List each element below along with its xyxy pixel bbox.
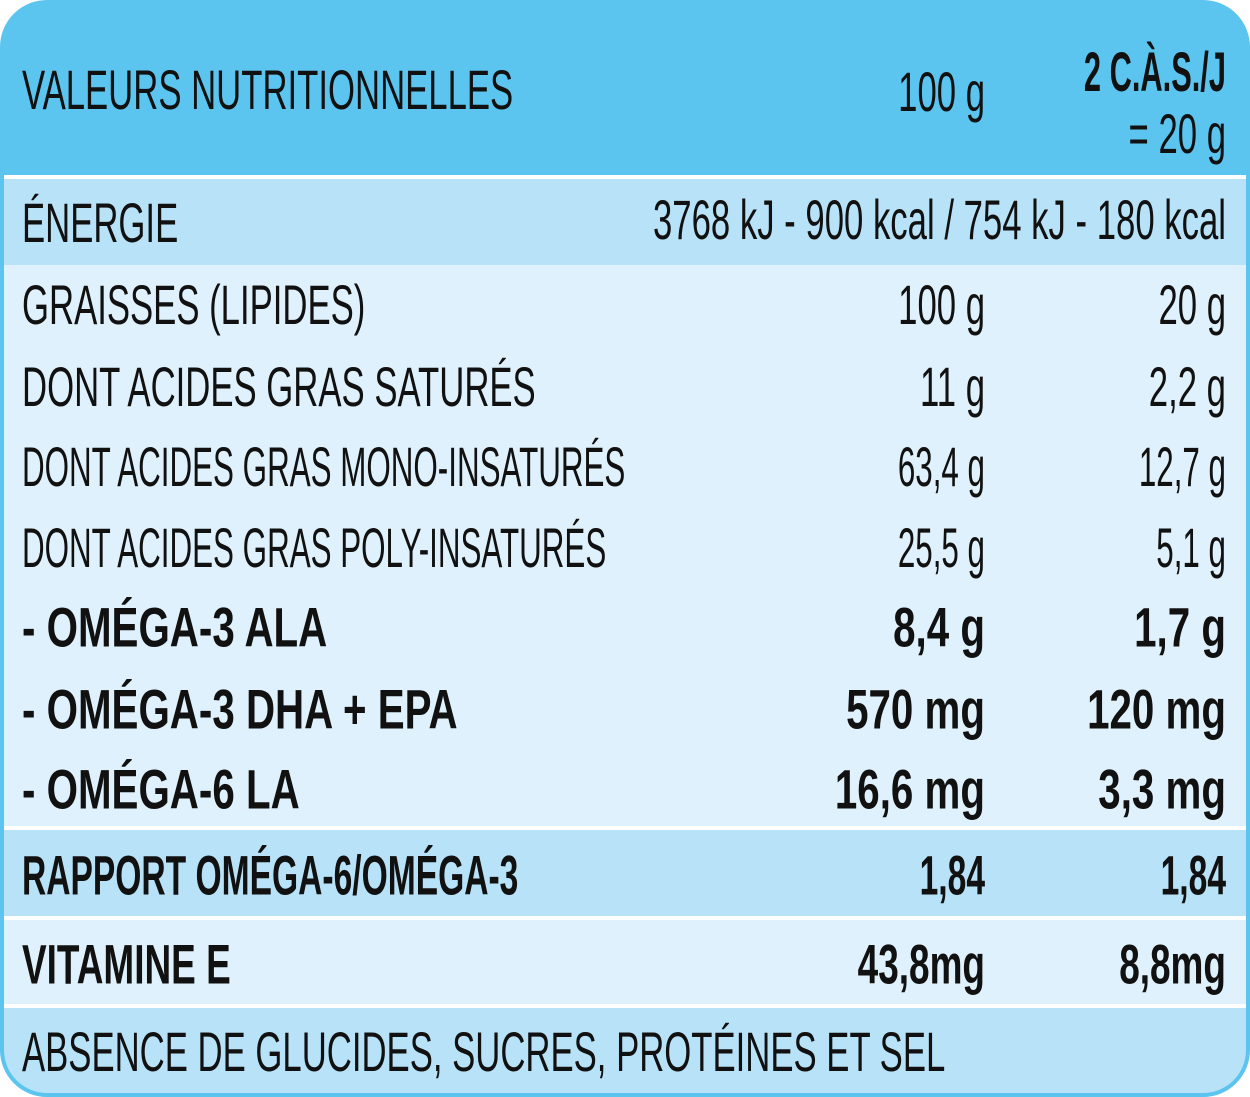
row-value: 8,4 g [893, 597, 985, 659]
ratio-bg [2, 830, 1248, 916]
row-label: DONT ACIDES GRAS MONO-INSATURÉS [22, 436, 625, 499]
header-col: 100 g [898, 61, 985, 124]
separator [2, 826, 1248, 830]
row-value-group: 5,1 g [1156, 517, 1226, 580]
row-value: 16,6 mg [835, 759, 985, 821]
row-label: DONT ACIDES GRAS SATURÉS [22, 356, 536, 419]
row-label-group: DONT ACIDES GRAS MONO-INSATURÉS [22, 436, 625, 499]
row-value: 1,7 g [1134, 597, 1226, 659]
row-label-group: DONT ACIDES GRAS SATURÉS [22, 356, 536, 419]
row-label-group: - OMÉGA-3 DHA + EPA [22, 679, 458, 741]
row-value-group: 20 g [1158, 274, 1226, 337]
row-value: 20 g [1158, 274, 1226, 337]
row-value: 12,7 g [1139, 436, 1226, 499]
footer-note-group: ABSENCE DE GLUCIDES, SUCRES, PROTÉINES E… [22, 1021, 945, 1084]
header-col-group: 2 C.À.S./J [1084, 40, 1226, 103]
row-label: VITAMINE E [22, 934, 231, 997]
separator [2, 916, 1248, 920]
header-col-group: 100 g [898, 61, 985, 124]
row-value-group: 2,2 g [1149, 356, 1226, 419]
row-label: ÉNERGIE [22, 192, 178, 255]
row-value-group: 570 mg [846, 679, 985, 741]
row-value-group: 43,8mg [858, 934, 985, 997]
row-label: - OMÉGA-3 ALA [22, 597, 327, 659]
row-value-group: 1,7 g [1134, 597, 1226, 659]
row-value: 11 g [920, 356, 985, 419]
header-col: = 20 g [1129, 103, 1226, 166]
row-value: 3768 kJ - 900 kcal / 754 kJ - 180 kcal [653, 189, 1226, 252]
separator [2, 175, 1248, 179]
row-value-group: 12,7 g [1139, 436, 1226, 499]
row-label: GRAISSES (LIPIDES) [22, 274, 365, 337]
row-value: 8,8mg [1119, 934, 1226, 997]
row-value: 63,4 g [898, 436, 985, 499]
header-bg [2, 2, 1248, 175]
row-value: 2,2 g [1149, 356, 1226, 419]
row-value: 570 mg [846, 679, 985, 741]
row-value: 1,84 [1161, 843, 1227, 906]
row-value-group: 120 mg [1087, 679, 1226, 741]
row-label-group: ÉNERGIE [22, 192, 178, 255]
row-value-group: 1,84 [1161, 843, 1227, 906]
row-value-group: 8,4 g [893, 597, 985, 659]
row-value-group: 16,6 mg [835, 759, 985, 821]
separator [2, 1004, 1248, 1008]
footer-bg [2, 1008, 1248, 1095]
row-value: 100 g [898, 274, 985, 337]
row-value-group: 25,5 g [898, 517, 985, 580]
row-value: 25,5 g [898, 517, 985, 580]
header-title: VALEURS NUTRITIONNELLES [22, 59, 513, 122]
header-col-group: = 20 g [1129, 103, 1226, 166]
row-label-group: - OMÉGA-6 LA [22, 759, 300, 821]
footer-note: ABSENCE DE GLUCIDES, SUCRES, PROTÉINES E… [22, 1021, 945, 1084]
row-value: 43,8mg [858, 934, 985, 997]
row-label-group: GRAISSES (LIPIDES) [22, 274, 365, 337]
header-col: 2 C.À.S./J [1084, 40, 1226, 103]
row-label: - OMÉGA-3 DHA + EPA [22, 679, 458, 741]
row-value: 3,3 mg [1098, 759, 1226, 821]
row-label: DONT ACIDES GRAS POLY-INSATURÉS [22, 517, 606, 580]
row-value: 5,1 g [1156, 517, 1226, 580]
row-label-group: - OMÉGA-3 ALA [22, 597, 327, 659]
header-title-group: VALEURS NUTRITIONNELLES [22, 59, 513, 122]
row-label-group: DONT ACIDES GRAS POLY-INSATURÉS [22, 517, 606, 580]
row-value-group: 1,84 [920, 843, 986, 906]
row-value-group: 8,8mg [1119, 934, 1226, 997]
row-value-group: 3768 kJ - 900 kcal / 754 kJ - 180 kcal [653, 189, 1226, 252]
row-label: RAPPORT OMÉGA-6/OMÉGA-3 [22, 843, 518, 906]
row-value-group: 11 g [920, 356, 985, 419]
row-value: 1,84 [920, 843, 986, 906]
row-value-group: 63,4 g [898, 436, 985, 499]
row-value: 120 mg [1087, 679, 1226, 741]
row-label-group: RAPPORT OMÉGA-6/OMÉGA-3 [22, 843, 518, 906]
energy-bg [2, 179, 1248, 265]
row-label-group: VITAMINE E [22, 934, 231, 997]
row-value-group: 100 g [898, 274, 985, 337]
row-value-group: 3,3 mg [1098, 759, 1226, 821]
row-label: - OMÉGA-6 LA [22, 759, 300, 821]
